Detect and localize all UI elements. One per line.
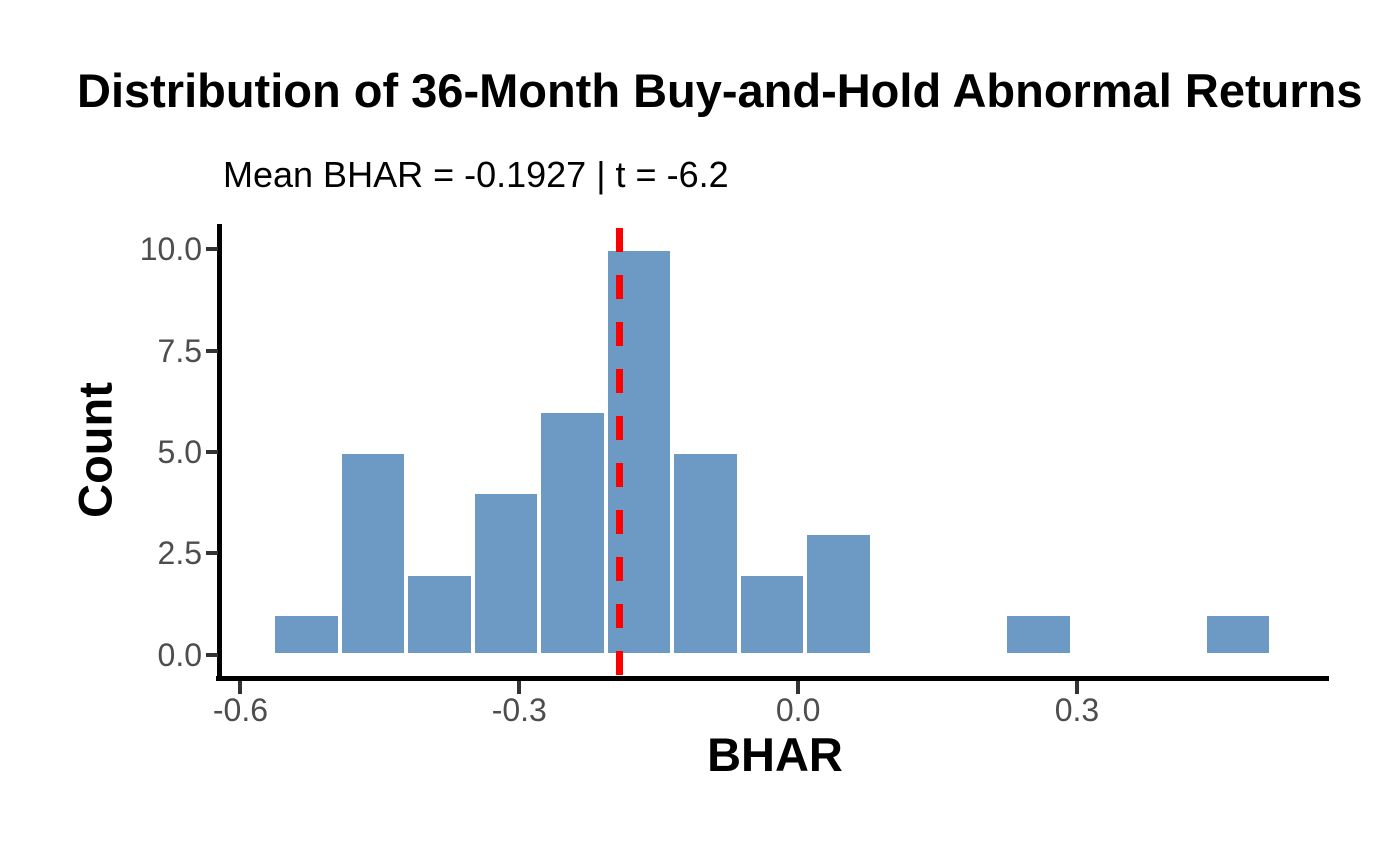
y-tick-label: 7.5 xyxy=(157,332,202,369)
y-tick xyxy=(206,348,218,353)
y-tick-label: 0.0 xyxy=(157,636,202,673)
x-axis-line xyxy=(216,676,1329,681)
x-tick-label: 0.3 xyxy=(1054,692,1100,728)
x-axis-title: BHAR xyxy=(707,728,843,781)
x-tick xyxy=(1074,681,1079,694)
histogram-bar xyxy=(406,573,473,655)
y-tick-label: 10.0 xyxy=(139,231,202,268)
histogram-bar xyxy=(805,533,872,655)
chart-title: Distribution of 36-Month Buy-and-Hold Ab… xyxy=(77,64,1363,117)
x-tick xyxy=(238,681,243,694)
histogram-bar xyxy=(1204,614,1272,655)
y-axis-line xyxy=(217,224,222,681)
y-tick xyxy=(206,551,218,556)
histogram-bar xyxy=(738,573,806,655)
y-tick-label: 2.5 xyxy=(157,535,202,572)
x-tick xyxy=(796,681,801,694)
mean-vline xyxy=(615,224,623,675)
y-tick xyxy=(206,652,218,657)
y-tick-label: 5.0 xyxy=(157,433,202,470)
histogram-bar xyxy=(339,451,407,655)
histogram-bar xyxy=(539,411,606,655)
histogram-bar xyxy=(672,451,739,655)
x-tick-label: -0.6 xyxy=(212,692,268,728)
y-tick xyxy=(206,247,218,252)
histogram-bar xyxy=(472,492,540,655)
x-tick xyxy=(517,681,522,694)
y-tick xyxy=(206,449,218,454)
histogram-bar xyxy=(272,614,340,655)
x-tick-label: 0.0 xyxy=(775,692,821,728)
chart-subtitle: Mean BHAR = -0.1927 | t = -6.2 xyxy=(223,154,729,195)
histogram-bar xyxy=(1005,614,1072,655)
x-tick-label: -0.3 xyxy=(491,692,547,728)
